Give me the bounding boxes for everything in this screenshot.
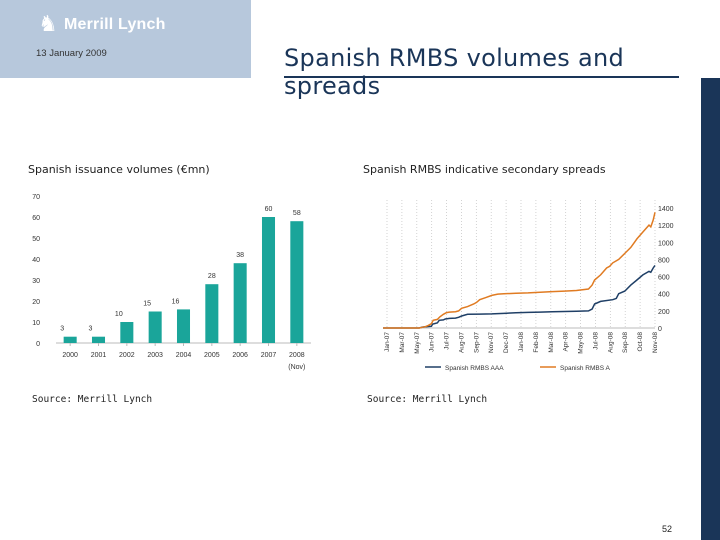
- bar-2003: [148, 311, 162, 343]
- x-tick-label-2008: 2008: [289, 352, 305, 359]
- issuance-bar-chart: 0 10 20 30 40 50 60 70 3 2000 3 2001 10 2002 15 2003 16 2…: [32, 194, 311, 371]
- y-tick-label-40: 40: [32, 257, 40, 264]
- y-tick-label-400: 400: [658, 292, 670, 299]
- series-line-a: [383, 212, 656, 329]
- x-tick-label-Nov-08: Nov-08: [652, 332, 659, 353]
- y-tick-label-200: 200: [658, 309, 670, 316]
- bar-2006: [233, 263, 247, 343]
- y-tick-label-20: 20: [32, 299, 40, 306]
- y-tick-label-0: 0: [658, 326, 662, 333]
- right-chart-title: Spanish RMBS indicative secondary spread…: [363, 163, 606, 176]
- x-tick-label-May-08: May-08: [578, 332, 585, 354]
- bar-label-2006: 38: [236, 252, 244, 259]
- x-tick-label-2000: 2000: [62, 352, 78, 359]
- x-tick-sublabel-2008: (Nov): [288, 364, 305, 371]
- y-tick-label-0: 0: [36, 341, 40, 348]
- x-tick-label-2004: 2004: [176, 352, 192, 359]
- x-tick-label-Apr-08: Apr-08: [563, 332, 570, 352]
- y-tick-label-1000: 1000: [658, 240, 674, 247]
- x-tick-label-Dec-07: Dec-07: [503, 332, 510, 353]
- x-tick-label-Mar-07: Mar-07: [399, 332, 406, 353]
- bull-icon: ♞: [38, 12, 58, 37]
- legend-label-a: Spanish RMBS A: [560, 365, 611, 372]
- left-source: Source: Merrill Lynch: [32, 394, 153, 405]
- left-chart-title: Spanish issuance volumes (€mn): [28, 163, 210, 176]
- y-tick-label-30: 30: [32, 278, 40, 285]
- x-tick-label-Aug-08: Aug-08: [607, 332, 614, 353]
- x-tick-label-2002: 2002: [119, 352, 135, 359]
- x-tick-label-Jun-07: Jun-07: [429, 332, 436, 352]
- y-tick-label-70: 70: [32, 194, 40, 201]
- x-tick-label-2007: 2007: [261, 352, 277, 359]
- x-tick-label-Nov-07: Nov-07: [488, 332, 495, 353]
- right-source: Source: Merrill Lynch: [367, 394, 488, 405]
- bar-label-2007: 60: [265, 206, 273, 213]
- y-tick-label-10: 10: [32, 320, 40, 327]
- x-tick-label-Oct-08: Oct-08: [637, 332, 644, 352]
- y-tick-label-60: 60: [32, 215, 40, 222]
- y-tick-label-1400: 1400: [658, 206, 674, 213]
- x-tick-label-May-07: May-07: [414, 332, 421, 354]
- bar-2001: [91, 336, 106, 343]
- bar-2005: [205, 284, 219, 343]
- spreads-line-chart: Jan-07 Mar-07 May-07 Jun-07 Jul-07 Aug-07 Sep-…: [383, 200, 674, 372]
- bar-2007: [261, 217, 276, 343]
- series-line-aaa: [383, 264, 656, 329]
- x-tick-label-2005: 2005: [204, 352, 220, 359]
- logo: ♞ Merrill Lynch: [36, 12, 166, 38]
- x-tick-label-2006: 2006: [232, 352, 248, 359]
- bar-label-2004: 16: [172, 298, 180, 305]
- legend-label-aaa: Spanish RMBS AAA: [445, 365, 504, 372]
- brand-name: Merrill Lynch: [64, 16, 166, 33]
- bar-label-2002: 10: [115, 311, 123, 318]
- x-tick-label-Sep-07: Sep-07: [473, 332, 480, 353]
- x-tick-label-Sep-08: Sep-08: [622, 332, 629, 353]
- x-tick-label-Aug-07: Aug-07: [458, 332, 465, 353]
- x-tick-label-2003: 2003: [147, 352, 163, 359]
- x-tick-label-Mar-08: Mar-08: [548, 332, 555, 353]
- bar-2008: [290, 221, 304, 343]
- x-tick-label-Jan-07: Jan-07: [384, 332, 391, 352]
- x-tick-label-Jan-08: Jan-08: [518, 332, 525, 352]
- bar-2002: [120, 322, 134, 343]
- y-tick-label-800: 800: [658, 257, 670, 264]
- x-tick-label-Jul-07: Jul-07: [444, 332, 451, 350]
- bar-label-2000: 3: [60, 326, 64, 333]
- bar-label-2005: 28: [208, 273, 216, 280]
- bar-2004: [176, 309, 191, 343]
- bar-label-2003: 15: [143, 301, 151, 308]
- page-number: 52: [662, 524, 673, 534]
- bar-label-2001: 3: [89, 326, 93, 333]
- bar-label-2008: 58: [293, 210, 301, 217]
- page-title: Spanish RMBS volumes and spreads: [284, 44, 625, 100]
- header-box: ♞ Merrill Lynch 13 January 2009: [0, 0, 251, 78]
- report-date: 13 January 2009: [36, 48, 107, 59]
- x-tick-label-Jul-08: Jul-08: [592, 332, 599, 350]
- y-tick-label-1200: 1200: [658, 223, 674, 230]
- x-tick-label-Feb-08: Feb-08: [533, 332, 540, 353]
- y-tick-label-600: 600: [658, 275, 670, 282]
- bar-2000: [63, 336, 77, 343]
- title-underline: [284, 76, 679, 78]
- y-tick-label-50: 50: [32, 236, 40, 243]
- side-accent-bar: [701, 78, 720, 540]
- x-tick-label-2001: 2001: [91, 352, 107, 359]
